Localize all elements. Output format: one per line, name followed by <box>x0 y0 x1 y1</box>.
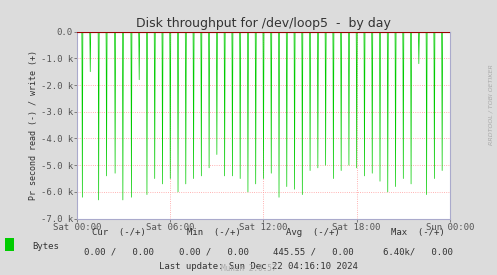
Text: Avg  (-/+): Avg (-/+) <box>286 228 340 237</box>
Text: 6.40k/   0.00: 6.40k/ 0.00 <box>383 247 452 256</box>
Text: Bytes: Bytes <box>32 242 59 251</box>
Text: Min  (-/+): Min (-/+) <box>187 228 241 237</box>
Text: 445.55 /   0.00: 445.55 / 0.00 <box>273 247 353 256</box>
Text: Last update: Sun Dec 22 04:16:10 2024: Last update: Sun Dec 22 04:16:10 2024 <box>159 262 358 271</box>
Text: RRDTOOL / TOBI OETIKER: RRDTOOL / TOBI OETIKER <box>488 64 493 145</box>
Text: Cur  (-/+): Cur (-/+) <box>92 228 146 237</box>
Title: Disk throughput for /dev/loop5  -  by day: Disk throughput for /dev/loop5 - by day <box>136 17 391 31</box>
Text: 0.00 /   0.00: 0.00 / 0.00 <box>179 247 248 256</box>
Text: 0.00 /   0.00: 0.00 / 0.00 <box>84 247 154 256</box>
Text: Munin 2.0.57: Munin 2.0.57 <box>221 264 276 273</box>
Bar <box>5 238 14 251</box>
Text: Max  (-/+): Max (-/+) <box>391 228 444 237</box>
Y-axis label: Pr second read (-) / write (+): Pr second read (-) / write (+) <box>29 50 38 200</box>
